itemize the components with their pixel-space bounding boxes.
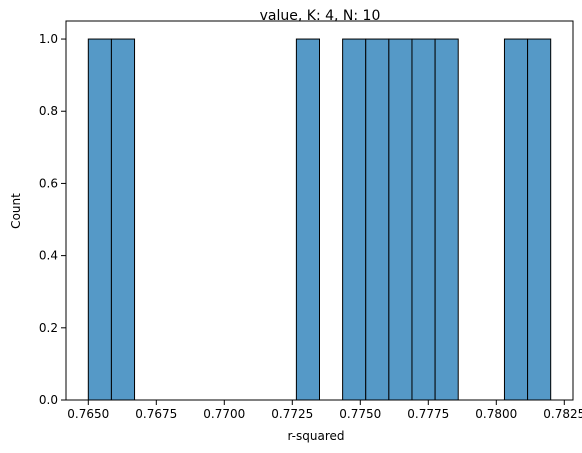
y-tick-label: 0.4 <box>39 249 58 263</box>
y-tick-label: 0.8 <box>39 104 58 118</box>
y-tick-label: 1.0 <box>39 32 58 46</box>
x-tick-label: 0.7650 <box>67 407 109 421</box>
histogram-bar-3 <box>295 38 321 401</box>
x-tick-label: 0.7750 <box>339 407 381 421</box>
histogram-bar-10 <box>527 38 552 401</box>
x-tick-label: 0.7700 <box>203 407 245 421</box>
histogram-bar-1 <box>87 38 112 401</box>
histogram-bar-8 <box>434 38 459 401</box>
bars-group <box>87 38 552 401</box>
x-tick-label: 0.7725 <box>271 407 313 421</box>
histogram-bar-7 <box>411 38 436 401</box>
chart-title: value, K: 4, N: 10 <box>260 8 381 24</box>
y-tick-label: 0.6 <box>39 176 58 190</box>
histogram-bar-6 <box>388 38 413 401</box>
y-tick-label: 0.2 <box>39 321 58 335</box>
histogram-bar-2 <box>110 38 136 401</box>
x-tick-label: 0.7825 <box>543 407 582 421</box>
x-axis-label: r-squared <box>288 429 345 443</box>
x-tick-label: 0.7800 <box>475 407 517 421</box>
y-axis-ticks: 0.0 0.2 0.4 0.6 0.8 1.0 <box>39 32 66 407</box>
x-tick-label: 0.7775 <box>407 407 449 421</box>
plot-frame <box>65 20 574 401</box>
x-axis-ticks: 0.7650 0.7675 0.7700 0.7725 0.7750 0.7775 0.78… <box>67 400 582 421</box>
y-tick-label: 0.0 <box>39 393 58 407</box>
histogram-bar-9 <box>503 38 529 401</box>
y-axis-label: Count <box>9 193 23 229</box>
x-tick-label: 0.7675 <box>135 407 177 421</box>
histogram-bar-4 <box>342 38 367 401</box>
histogram-bar-5 <box>365 38 390 401</box>
